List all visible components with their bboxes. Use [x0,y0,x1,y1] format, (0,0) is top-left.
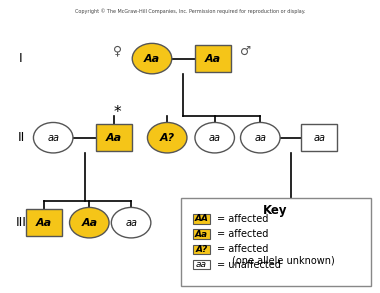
Text: aa: aa [315,218,327,228]
Text: A?: A? [195,245,207,254]
Circle shape [301,207,341,238]
Circle shape [33,122,73,153]
Circle shape [70,207,109,238]
Circle shape [147,122,187,153]
Text: *: * [114,105,122,120]
Bar [26,209,62,236]
Text: Key: Key [263,204,288,217]
Text: aa: aa [273,218,285,228]
Text: ♂: ♂ [240,45,252,58]
Bar [96,124,132,151]
Text: AA: AA [195,214,208,223]
Text: aa: aa [231,218,244,228]
Text: Aa: Aa [36,218,52,228]
Text: aa: aa [254,133,266,143]
Text: I: I [19,52,23,65]
Bar [220,209,255,236]
Text: aa: aa [47,133,59,143]
Text: Aa: Aa [106,133,122,143]
Text: = unaffected: = unaffected [217,260,280,270]
Text: = affected: = affected [217,244,268,254]
Bar [193,229,210,239]
Text: Aa: Aa [205,54,221,64]
Text: Copyright © The McGraw-Hill Companies, Inc. Permission required for reproduction: Copyright © The McGraw-Hill Companies, I… [75,8,305,14]
Bar [180,198,370,286]
Circle shape [132,43,172,74]
Text: Aa: Aa [81,218,97,228]
Text: aa: aa [196,260,207,269]
Text: aa: aa [125,218,137,228]
Circle shape [111,207,151,238]
Text: (one allele unknown): (one allele unknown) [232,255,334,265]
Bar [195,45,231,72]
Bar [301,124,337,151]
Circle shape [260,207,299,238]
Text: Aa: Aa [195,230,208,239]
Bar [193,245,210,254]
Text: ♀: ♀ [112,45,122,58]
Text: A?: A? [160,133,175,143]
Text: aa: aa [313,133,325,143]
Text: aa: aa [209,133,221,143]
Bar [193,260,210,269]
Bar [193,214,210,224]
Text: = affected: = affected [217,229,268,239]
Circle shape [195,122,234,153]
Text: III: III [16,216,26,229]
Text: Aa: Aa [144,54,160,64]
Text: II: II [17,131,25,144]
Circle shape [241,122,280,153]
Text: = affected: = affected [217,214,268,224]
